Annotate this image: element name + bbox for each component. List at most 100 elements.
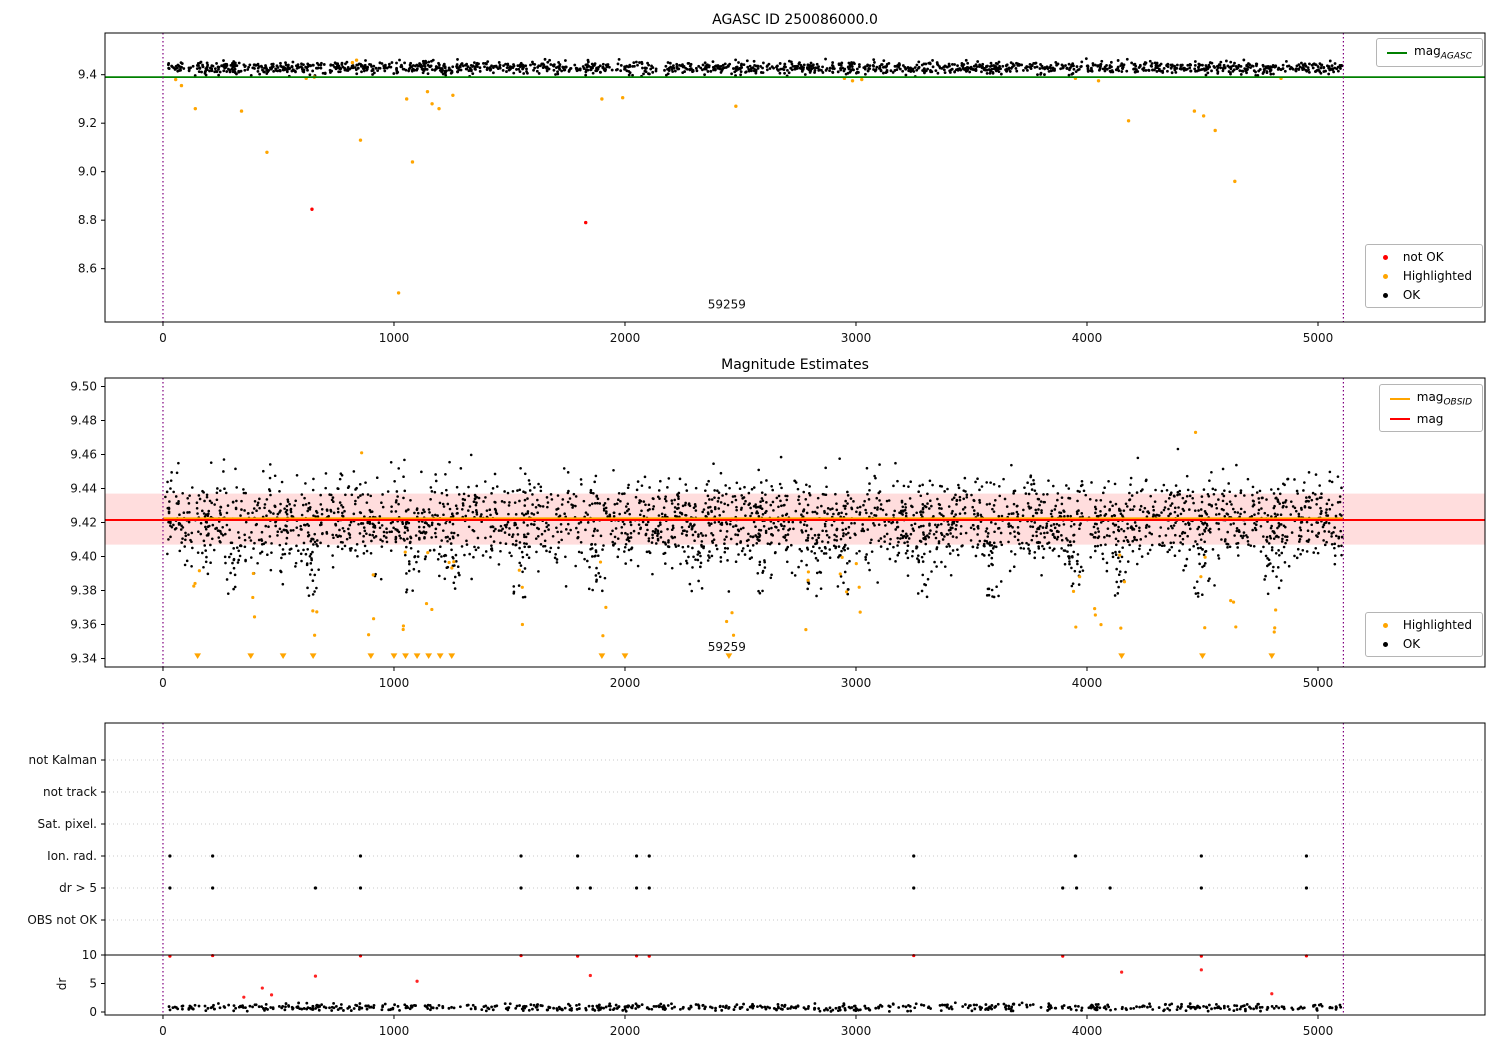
ok-point bbox=[907, 537, 911, 540]
ok-point bbox=[1186, 63, 1190, 67]
ok-point bbox=[1167, 514, 1170, 518]
ok-point bbox=[589, 547, 592, 551]
highlighted-point bbox=[730, 611, 734, 615]
ok-point bbox=[936, 63, 940, 67]
ok-point bbox=[409, 546, 413, 550]
ok-point bbox=[697, 64, 701, 68]
ok-point bbox=[207, 509, 211, 513]
ok-point bbox=[691, 533, 695, 537]
ok-point bbox=[1011, 526, 1014, 529]
dr-point bbox=[339, 1003, 343, 1006]
y-tick-label: 9.2 bbox=[78, 116, 97, 130]
ok-point bbox=[1191, 496, 1194, 500]
ok-point bbox=[497, 563, 501, 566]
ok-point bbox=[1070, 64, 1073, 68]
ok-point bbox=[710, 509, 713, 513]
ok-point bbox=[389, 460, 393, 464]
ok-point bbox=[336, 66, 340, 70]
ok-point bbox=[294, 565, 297, 568]
ok-point bbox=[673, 506, 677, 509]
ok-point bbox=[657, 524, 660, 528]
ok-point bbox=[231, 561, 234, 565]
ok-point bbox=[398, 58, 401, 62]
ok-point bbox=[223, 555, 227, 559]
ok-point bbox=[577, 550, 581, 554]
ok-point bbox=[237, 558, 241, 562]
ok-point bbox=[1319, 512, 1323, 515]
ok-point bbox=[1041, 544, 1044, 548]
dr-point bbox=[435, 1006, 439, 1010]
ok-point bbox=[1075, 512, 1079, 516]
ok-point bbox=[313, 573, 317, 577]
dr-point bbox=[1202, 1004, 1205, 1008]
ok-point bbox=[1093, 505, 1097, 509]
ok-point bbox=[284, 510, 288, 514]
ok-point bbox=[1129, 508, 1132, 511]
ok-point bbox=[449, 542, 453, 545]
ok-point bbox=[1241, 69, 1245, 73]
ok-point bbox=[691, 546, 694, 550]
ok-point bbox=[569, 528, 572, 532]
ok-point bbox=[815, 541, 819, 544]
ok-point bbox=[1086, 69, 1090, 73]
ok-point bbox=[1032, 482, 1036, 486]
ok-point bbox=[806, 66, 810, 70]
ok-point bbox=[584, 511, 588, 514]
ok-point bbox=[560, 69, 564, 73]
ok-point bbox=[1242, 531, 1246, 534]
ok-point bbox=[1256, 73, 1260, 77]
ok-point bbox=[306, 531, 310, 534]
ok-point bbox=[450, 531, 453, 535]
ok-point bbox=[1022, 508, 1025, 512]
ok-point bbox=[1110, 65, 1113, 69]
ok-point bbox=[222, 59, 225, 62]
ok-point bbox=[962, 489, 966, 492]
ok-point bbox=[263, 503, 267, 506]
ok-point bbox=[791, 520, 795, 524]
ok-point bbox=[1336, 65, 1340, 69]
ok-point bbox=[745, 539, 749, 543]
ok-point bbox=[511, 543, 515, 546]
ok-point bbox=[1327, 72, 1331, 76]
ok-point bbox=[847, 525, 851, 529]
ok-point bbox=[225, 523, 229, 527]
ok-point bbox=[678, 511, 682, 514]
ok-point bbox=[340, 503, 343, 507]
ok-point bbox=[260, 550, 264, 554]
ok-point bbox=[699, 565, 702, 569]
ok-point bbox=[1282, 545, 1286, 549]
ok-point bbox=[1297, 63, 1301, 67]
ok-point bbox=[670, 499, 674, 502]
ok-point bbox=[1291, 505, 1295, 508]
ok-point bbox=[1252, 69, 1256, 73]
ok-point bbox=[1330, 480, 1334, 484]
ok-point bbox=[1236, 541, 1240, 545]
ok-point bbox=[586, 68, 590, 72]
highlighted-point bbox=[371, 573, 375, 577]
ok-point bbox=[169, 535, 172, 539]
ok-point bbox=[182, 511, 186, 514]
ok-point bbox=[1053, 69, 1056, 72]
ok-point bbox=[816, 559, 820, 562]
ok-point bbox=[691, 68, 695, 72]
ok-point bbox=[1222, 508, 1225, 512]
ok-point bbox=[1193, 509, 1197, 512]
ok-point bbox=[1219, 60, 1223, 64]
ok-point bbox=[824, 552, 828, 555]
ok-point bbox=[228, 68, 232, 72]
ok-point bbox=[608, 65, 611, 69]
ok-point bbox=[965, 493, 969, 496]
ok-point bbox=[939, 522, 943, 526]
ok-point bbox=[593, 502, 597, 505]
ok-point bbox=[268, 535, 272, 538]
ok-point bbox=[954, 513, 957, 516]
ok-point bbox=[623, 492, 626, 495]
ok-point bbox=[1081, 515, 1084, 518]
ok-point bbox=[533, 523, 536, 526]
dr-point bbox=[1260, 1005, 1264, 1009]
ok-point bbox=[595, 566, 598, 570]
ok-point bbox=[537, 64, 541, 68]
ok-point bbox=[295, 473, 299, 477]
ok-point bbox=[584, 73, 588, 77]
ok-point bbox=[280, 556, 283, 560]
